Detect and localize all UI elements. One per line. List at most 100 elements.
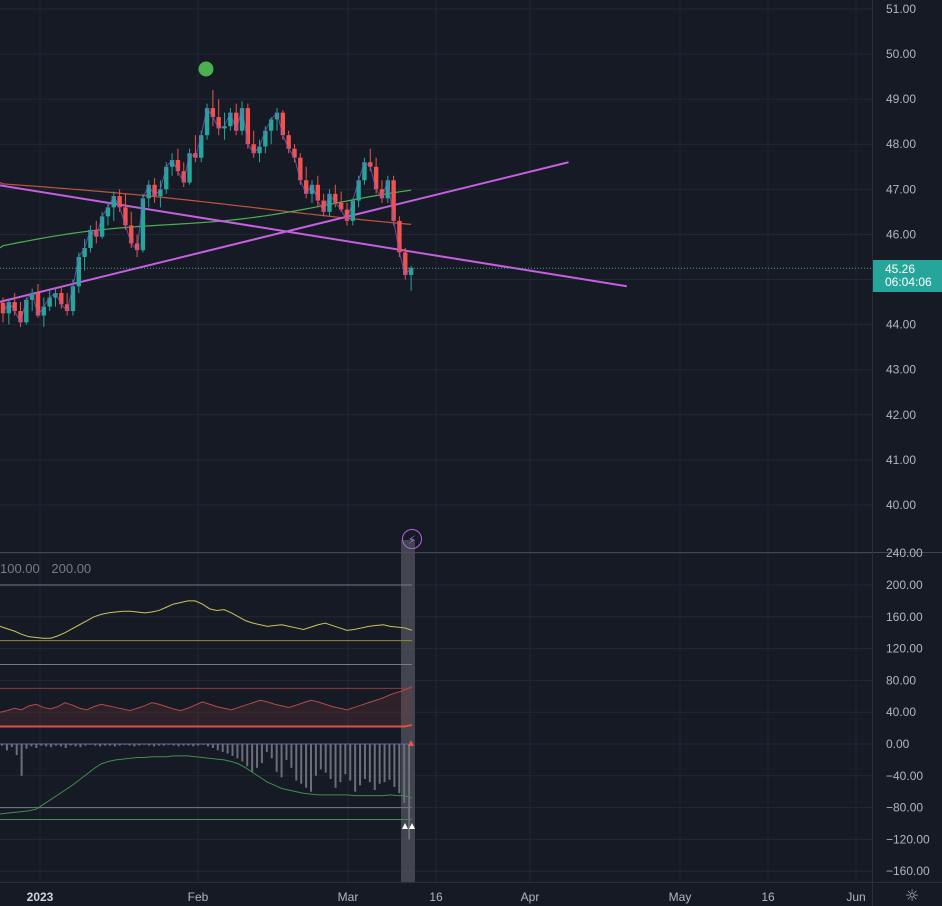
candle-body [18,311,23,323]
candle [338,191,344,212]
candle-body [292,148,297,158]
indicator-tick-label: −120.00 [886,832,930,846]
gear-icon[interactable]: ☼ [904,886,920,905]
time-tick-label: 16 [761,890,775,904]
candle [391,175,396,226]
candle-body [59,293,64,305]
candle-body [199,135,204,158]
candle-body [164,166,169,190]
indicator-tick-label: 160.00 [886,610,923,624]
indicator-series-3 [0,723,413,728]
candle-body [111,196,116,208]
candle-body [379,189,385,199]
candle-body [239,108,245,131]
candle-body [268,119,274,131]
candle-body [193,153,198,158]
price-tick-label: 50.00 [886,47,916,61]
candle-body [280,112,286,136]
candle-body [274,112,280,120]
price-tick-label: 43.00 [886,363,916,377]
trendline-2[interactable] [0,161,569,327]
price-tick-label: 49.00 [886,92,916,106]
candle-body [12,302,17,312]
time-tick-label: Mar [338,890,359,904]
last-price-tag: 45.26 06:04:06 [873,260,942,292]
candle-body [169,159,175,167]
candle-body [385,180,390,199]
candle-body [123,207,128,226]
candle-body [181,171,186,183]
candle-body [327,193,332,212]
candle-body [88,229,93,248]
candle [53,288,58,307]
candle [239,101,245,136]
candle-body [6,302,12,314]
candle-body [216,117,221,129]
candle-body [344,209,350,221]
candle-body [321,200,326,212]
price-tick-label: 41.00 [886,453,916,467]
candle-body [373,166,379,190]
time-tick-label: Jun [846,890,865,904]
candle [210,90,216,127]
indicator-band [0,686,412,727]
indicator-marker-white [402,823,408,829]
candle-body [204,108,210,136]
candle [41,297,47,327]
candle-body [303,180,309,194]
candle-body [309,184,315,194]
candle-body [408,267,414,275]
candle-body [222,126,227,129]
candle [0,297,6,323]
candle-body [41,306,47,316]
signal-dot[interactable] [198,61,214,77]
indicator-marker-white [409,823,415,829]
candle [94,220,99,244]
indicator-legend-value-1: 100.00 [0,561,40,576]
candle-body [158,189,163,197]
price-tick-label: 40.00 [886,498,916,512]
candle-body [129,225,134,244]
ma-fast-line [0,189,412,249]
close-line [2,106,412,324]
candle-body [82,247,87,257]
candle-body [397,220,402,253]
candle [169,153,175,176]
indicator-tick-label: 40.00 [886,705,916,719]
candle-body [94,229,99,237]
indicator-series-2 [0,686,413,713]
candle [315,175,321,208]
candle-body [105,207,111,217]
candle-body [298,157,303,181]
trendline-1[interactable] [0,169,627,288]
candle-body [140,198,146,251]
price-tick-label: 44.00 [886,318,916,332]
last-price-value: 45.26 [885,262,916,276]
candle-body [152,184,157,197]
candle-body [257,146,262,154]
time-tick-label: Apr [521,890,540,904]
candle-body [263,130,268,147]
candle-body [70,286,76,312]
candle-body [333,193,338,203]
indicator-tick-label: −40.00 [886,769,923,783]
grid [0,0,872,882]
candle [140,193,146,253]
candle [152,178,157,203]
candle-body [76,256,81,287]
price-tick-label: 42.00 [886,408,916,422]
candle-body [338,202,344,210]
candle-body [234,112,239,131]
candles [0,90,414,327]
candle-body [362,162,367,181]
candle-body [64,304,70,312]
indicator-legend-value-2: 200.00 [51,561,92,576]
indicator-tick-label: 0.00 [886,737,910,751]
price-tick-label: 48.00 [886,137,916,151]
candle-body [99,216,105,237]
candle [408,265,414,291]
lightning-icon[interactable]: ⚡ [402,529,422,549]
indicator-tick-label: 80.00 [886,673,916,687]
candle-body [29,293,35,300]
